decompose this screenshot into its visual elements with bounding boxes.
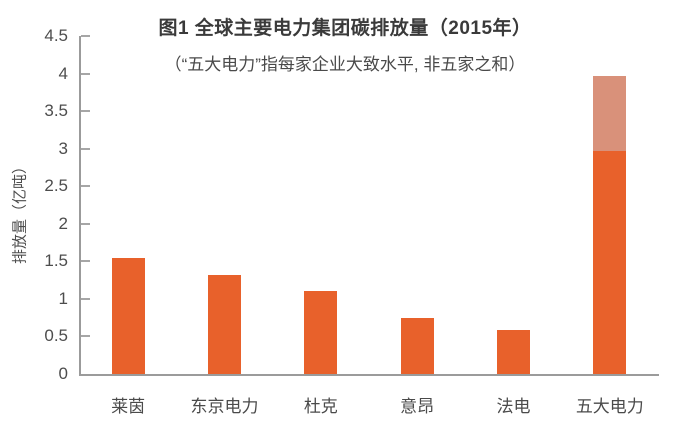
y-tick-label: 1 (58, 288, 68, 308)
y-tick-mark (81, 335, 90, 338)
x-tick-label-五大电力: 五大电力 (575, 397, 644, 416)
chart-subtitle: （“五大电力”指每家企业大致水平, 非五家之和） (164, 55, 526, 74)
y-tick-mark (81, 260, 90, 263)
y-tick-mark (81, 35, 90, 37)
bar-法电 (497, 330, 530, 374)
y-tick-mark (81, 147, 90, 150)
y-tick-label: 0.5 (44, 326, 68, 346)
y-tick-label: 2.5 (44, 176, 68, 196)
y-axis-line (79, 36, 81, 376)
y-tick-mark (81, 222, 90, 225)
bar-意昂 (401, 318, 434, 374)
x-tick-label-杜克: 杜克 (303, 397, 338, 416)
x-axis-line (79, 374, 659, 376)
chart-title: 图1 全球主要电力集团碳排放量（2015年） (158, 18, 532, 39)
bar-五大电力 (593, 150, 626, 374)
y-tick-label: 3 (58, 138, 68, 158)
y-tick-label: 4 (58, 63, 68, 83)
x-tick-label-东京电力: 东京电力 (190, 397, 259, 416)
y-tick-label: 1.5 (44, 251, 68, 271)
x-tick-label-法电: 法电 (496, 397, 531, 416)
y-tick-label: 0 (58, 364, 68, 383)
y-tick-mark (81, 110, 90, 113)
y-tick-label: 2 (58, 213, 68, 233)
bar-东京电力 (208, 274, 241, 374)
bar-top-segment-五大电力 (593, 75, 626, 151)
bar-杜克 (304, 291, 337, 374)
y-tick-mark (81, 185, 90, 188)
y-tick-label: 3.5 (44, 101, 68, 121)
bar-莱茵 (112, 257, 145, 374)
y-tick-label: 4.5 (44, 26, 68, 45)
x-tick-label-莱茵: 莱茵 (111, 397, 146, 416)
y-tick-mark (81, 297, 90, 300)
y-tick-mark (81, 72, 90, 75)
x-tick-label-意昂: 意昂 (400, 397, 435, 416)
